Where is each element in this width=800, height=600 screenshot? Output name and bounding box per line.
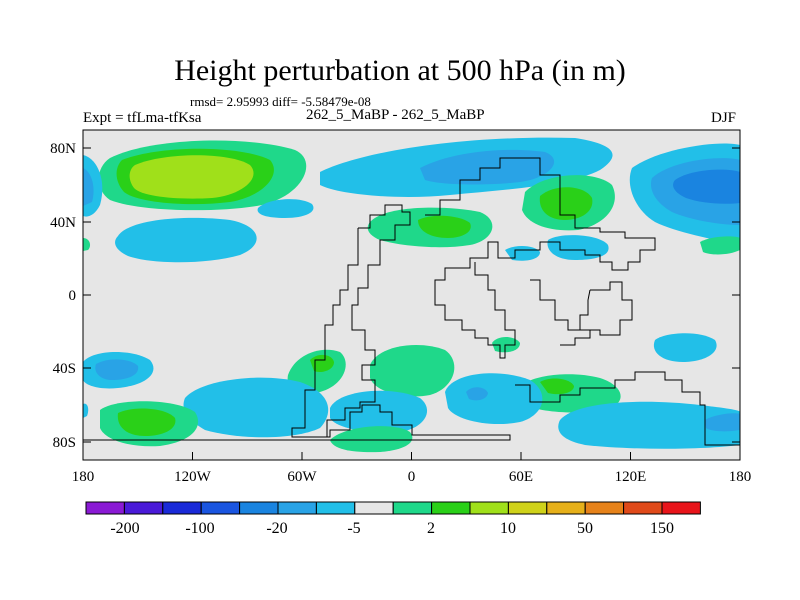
contour-negative-southern-ocean-east-inner <box>705 413 740 432</box>
lat-axis <box>83 147 740 443</box>
season-label: DJF <box>711 110 737 126</box>
coastline-maritime-continent <box>530 279 591 346</box>
colorbar-label: 2 <box>427 520 435 537</box>
contour-positive-sw-pacific-inner <box>117 408 176 436</box>
lon-label: 0 <box>408 469 416 485</box>
lon-label: 60W <box>287 469 317 485</box>
colorbar-swatch <box>661 501 701 515</box>
contour-negative-southern-ocean-east <box>558 401 740 449</box>
colorbar-labels: -200 -100 -20 -5 2 10 50 150 <box>110 520 674 537</box>
contour-negative-south-pacific-east <box>653 333 717 362</box>
colorbar-label: 10 <box>500 520 516 537</box>
contour-positive-west-pacific <box>700 236 740 255</box>
contour-negative-west-edge-inner <box>83 168 94 206</box>
lat-label: 0 <box>69 288 77 304</box>
contour-negative-east-asia <box>547 235 609 260</box>
lon-labels: 180 120W 60W 0 60E 120E 180 <box>72 469 752 485</box>
lon-label: 180 <box>72 469 95 485</box>
lon-label: 60E <box>509 469 533 485</box>
colorbar-label: 50 <box>577 520 593 537</box>
coastline-africa-eurasia <box>425 157 656 359</box>
contour-positive-south-indian-inner <box>540 378 574 395</box>
contour-negative-southern-ocean-indian <box>445 373 543 425</box>
lon-label: 120W <box>174 469 212 485</box>
contour-negative-north-atlantic-small <box>257 199 314 218</box>
colorbar-swatch <box>277 501 317 515</box>
colorbar-swatch <box>469 501 509 515</box>
experiment-label: Expt = tfLma-tfKsa <box>83 110 202 126</box>
coastline-americas <box>291 204 411 438</box>
contour-negative-subtropical-pacific <box>115 217 257 263</box>
colorbar-swatch <box>200 501 241 515</box>
lat-label: 80N <box>50 141 76 157</box>
plot-title: Height perturbation at 500 hPa (in m) <box>174 54 626 87</box>
cases-label: 262_5_MaBP - 262_5_MaBP <box>306 107 485 123</box>
colorbar-label: -100 <box>185 520 214 537</box>
contour-positive-north-pacific-core <box>129 155 254 199</box>
colorbar <box>85 501 701 515</box>
colorbar-swatch <box>546 501 586 515</box>
colorbar-swatch <box>315 501 356 515</box>
colorbar-swatch <box>623 501 663 515</box>
lon-label: 120E <box>615 469 647 485</box>
lon-label: 180 <box>729 469 752 485</box>
contour-negative-south-pacific-west-inner <box>95 359 139 380</box>
contour-positive-west-edge <box>83 238 91 251</box>
contour-negative-west-edge-south <box>83 403 89 418</box>
colorbar-swatch <box>431 501 471 515</box>
coastline-australia <box>579 281 633 336</box>
lat-label: 80S <box>53 435 76 451</box>
stats-label: rmsd= 2.95993 diff= -5.58479e-08 <box>190 94 371 109</box>
colorbar-label: -200 <box>110 520 139 537</box>
lat-labels: 80N 40N 0 40S 80S <box>50 141 76 451</box>
contour-positive-south-america-inner <box>310 354 334 372</box>
colorbar-swatch <box>584 501 625 515</box>
contour-negative-southern-ocean-atlantic <box>330 390 428 433</box>
colorbar-swatch <box>354 501 394 515</box>
lat-label: 40S <box>53 361 76 377</box>
coastlines <box>83 157 740 446</box>
contour-field <box>83 130 740 460</box>
contour-positive-antarctic <box>330 426 413 453</box>
coastline-southern-ocean-east <box>515 371 740 446</box>
colorbar-swatch <box>162 501 202 515</box>
colorbar-swatch <box>123 501 164 515</box>
contour-negative-southern-ocean-pacific <box>183 377 329 438</box>
lon-axis <box>82 452 741 460</box>
colorbar-swatch <box>392 501 433 515</box>
colorbar-swatch <box>239 501 279 515</box>
colorbar-label: 150 <box>650 520 674 537</box>
colorbar-swatch <box>85 501 125 515</box>
colorbar-label: -20 <box>266 520 287 537</box>
colorbar-swatch <box>507 501 548 515</box>
coastline-antarctica <box>83 404 511 441</box>
contour-negative-southern-ocean-indian-inner <box>466 387 488 401</box>
contour-positive-siberia-inner <box>539 187 593 220</box>
contour-positive-europe-inner <box>418 215 471 238</box>
contour-positive-south-atlantic <box>370 345 455 397</box>
colorbar-label: -5 <box>347 520 360 537</box>
contour-negative-ne-pacific-core <box>673 169 740 204</box>
lat-label: 40N <box>50 215 76 231</box>
